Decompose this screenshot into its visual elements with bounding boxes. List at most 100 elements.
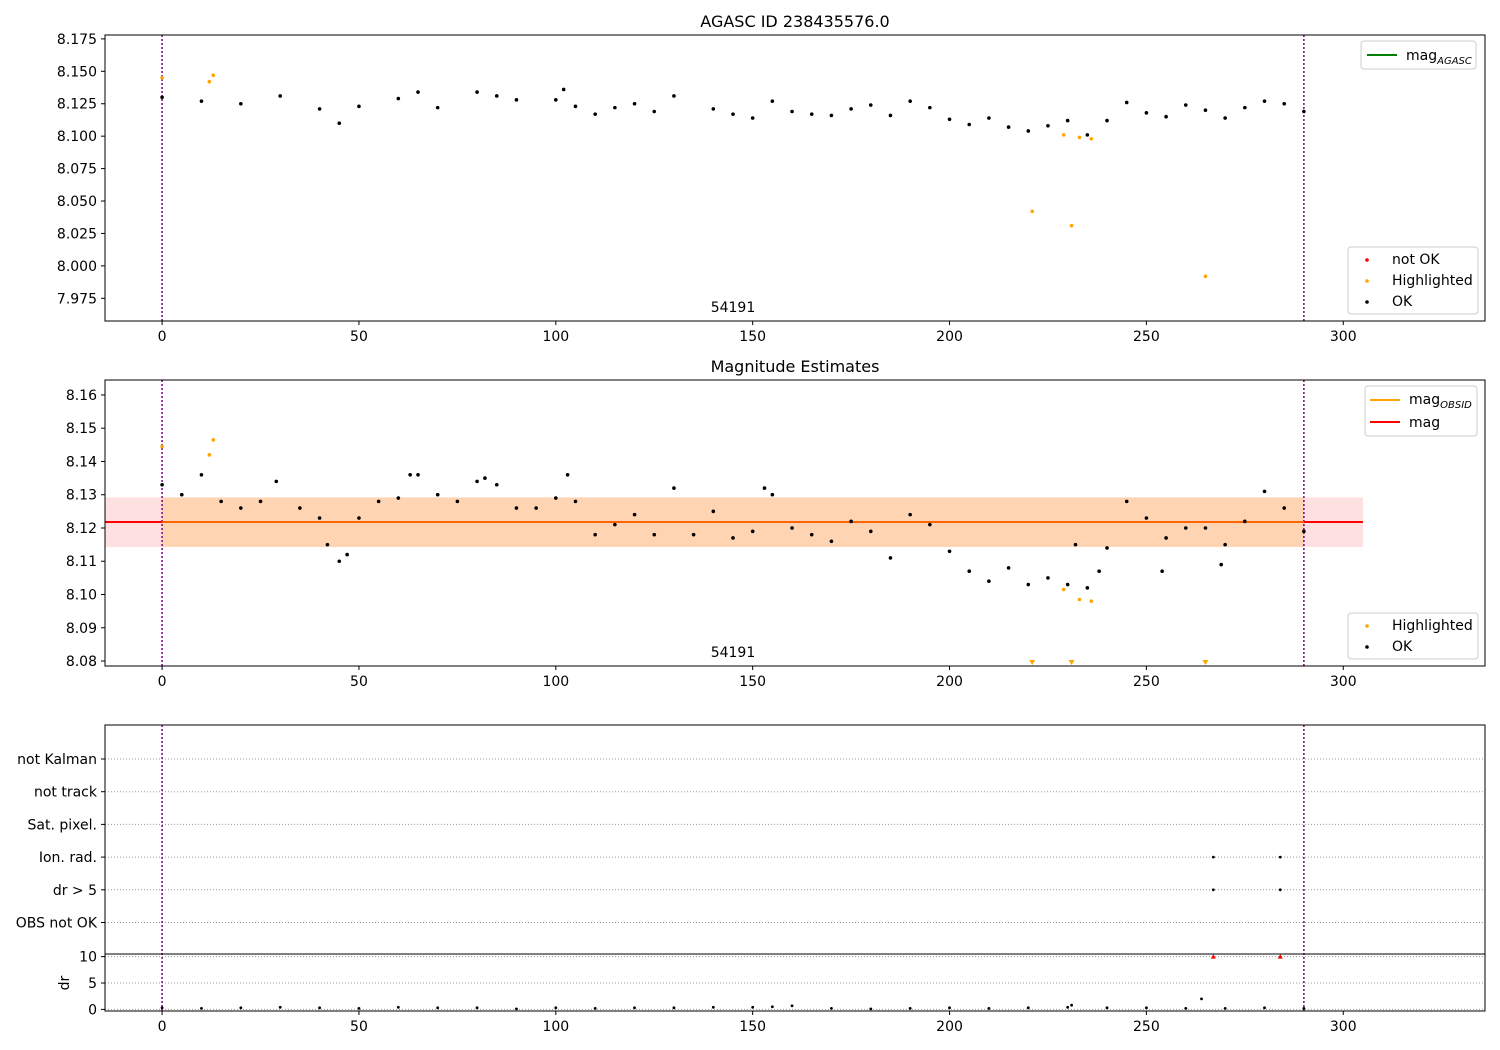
agasc-panel-frame [104,34,1486,322]
dr-y-tick-label: 0 [88,1002,97,1018]
ok-point [1160,569,1164,574]
ok-point [1262,99,1267,103]
y-tick-label: 8.125 [57,97,97,113]
ok-point [435,105,440,110]
dr-point [1184,1006,1188,1010]
ok-point [494,94,499,98]
highlighted-point [1069,223,1074,228]
ok-point [849,519,853,524]
y-tick-label: 8.13 [66,488,97,504]
y-tick-label: 8.09 [66,621,97,637]
y-tick-label: 8.11 [66,554,97,570]
ok-point [376,499,381,504]
y-tick-label: 8.175 [57,32,97,48]
magnitude-legend-upper: magOBSID mag [1364,385,1478,437]
ok-point [1006,125,1011,129]
ok-point [345,552,349,557]
ok-point [396,96,401,101]
flags-panel: not Kalman not track Sat. pixel. Ion. rad. d… [16,724,1486,1035]
x-tick-label: 150 [739,1019,766,1035]
ok-point [514,98,519,102]
flag-point [1211,855,1215,859]
dr-point [672,1006,676,1010]
legend-mag-obsid-subscript: OBSID [1440,400,1472,411]
ok-point [829,539,834,544]
ok-point [1124,100,1129,105]
x-tick-label: 250 [1133,674,1160,690]
ok-point [1302,529,1306,534]
dr-point [239,1006,243,1010]
ok-point [770,99,775,103]
ok-point [160,95,164,100]
flag-row-label: Sat. pixel. [28,817,97,833]
legend-mag-agasc-label: mag [1406,48,1437,64]
x-tick-label: 250 [1133,329,1160,345]
dr-point [790,1004,794,1008]
ok-point [632,101,637,106]
x-tick-label: 300 [1330,1019,1357,1035]
dr-point [770,1005,774,1009]
ok-point [274,479,279,484]
obsid-label: 54191 [711,645,756,661]
legend-ok-2: OK [1392,639,1413,655]
ok-point [928,105,932,110]
ok-point [829,113,834,118]
flag-row-label: not track [34,785,98,801]
y-tick-label: 8.14 [66,454,97,470]
ok-point [613,522,617,527]
ok-point [691,532,696,537]
ok-point [1282,101,1287,106]
ok-point [337,121,342,125]
ok-point [455,499,460,504]
ok-point [652,532,657,537]
highlighted-point [1077,597,1082,602]
highlighted-point [1203,274,1208,279]
dr-point [318,1006,321,1010]
ok-point [337,559,342,564]
x-tick-label: 200 [936,674,963,690]
ok-point [565,472,570,477]
ok-point [987,116,991,120]
legend-highlighted: Highlighted [1392,273,1473,289]
legend-mag-agasc-subscript: AGASC [1436,56,1472,67]
y-tick-label: 8.16 [66,388,97,404]
ok-point [809,532,814,537]
obsid-label: 54191 [711,300,756,316]
dr-point [475,1006,479,1010]
highlighted-point [207,79,212,84]
dr-clipped-marker [1210,954,1216,959]
highlighted-point [1089,136,1094,141]
ok-point [672,486,676,490]
ok-point [770,492,775,497]
ok-point [396,496,401,500]
dr-point [751,1005,755,1009]
dr-point [200,1006,203,1010]
ok-point [357,104,361,109]
agasc-legend-upper: magAGASC [1360,40,1477,70]
x-tick-label: 50 [350,1019,368,1035]
highlighted-point [1089,599,1094,603]
ok-point [1065,118,1070,123]
ok-point [1282,506,1287,510]
ok-point [239,101,243,106]
x-tick-label: 250 [1133,1019,1160,1035]
ok-point [888,113,893,118]
x-tick-label: 50 [350,329,368,345]
ok-point [483,476,487,480]
ok-point [1243,105,1247,110]
x-tick-label: 200 [936,1019,963,1035]
dr-point [1144,1006,1148,1010]
ok-point [1183,103,1188,107]
ok-point [534,506,538,510]
ok-point [554,98,558,102]
ok-point [750,529,755,534]
flag-point [1278,855,1282,859]
x-tick-label: 50 [350,674,368,690]
ok-point [731,112,735,116]
ok-point [1085,133,1090,137]
dr-point [711,1005,715,1009]
dr-point [1066,1005,1070,1009]
ok-point [1026,129,1031,133]
ok-point [1026,582,1031,587]
dr-point [830,1006,833,1010]
